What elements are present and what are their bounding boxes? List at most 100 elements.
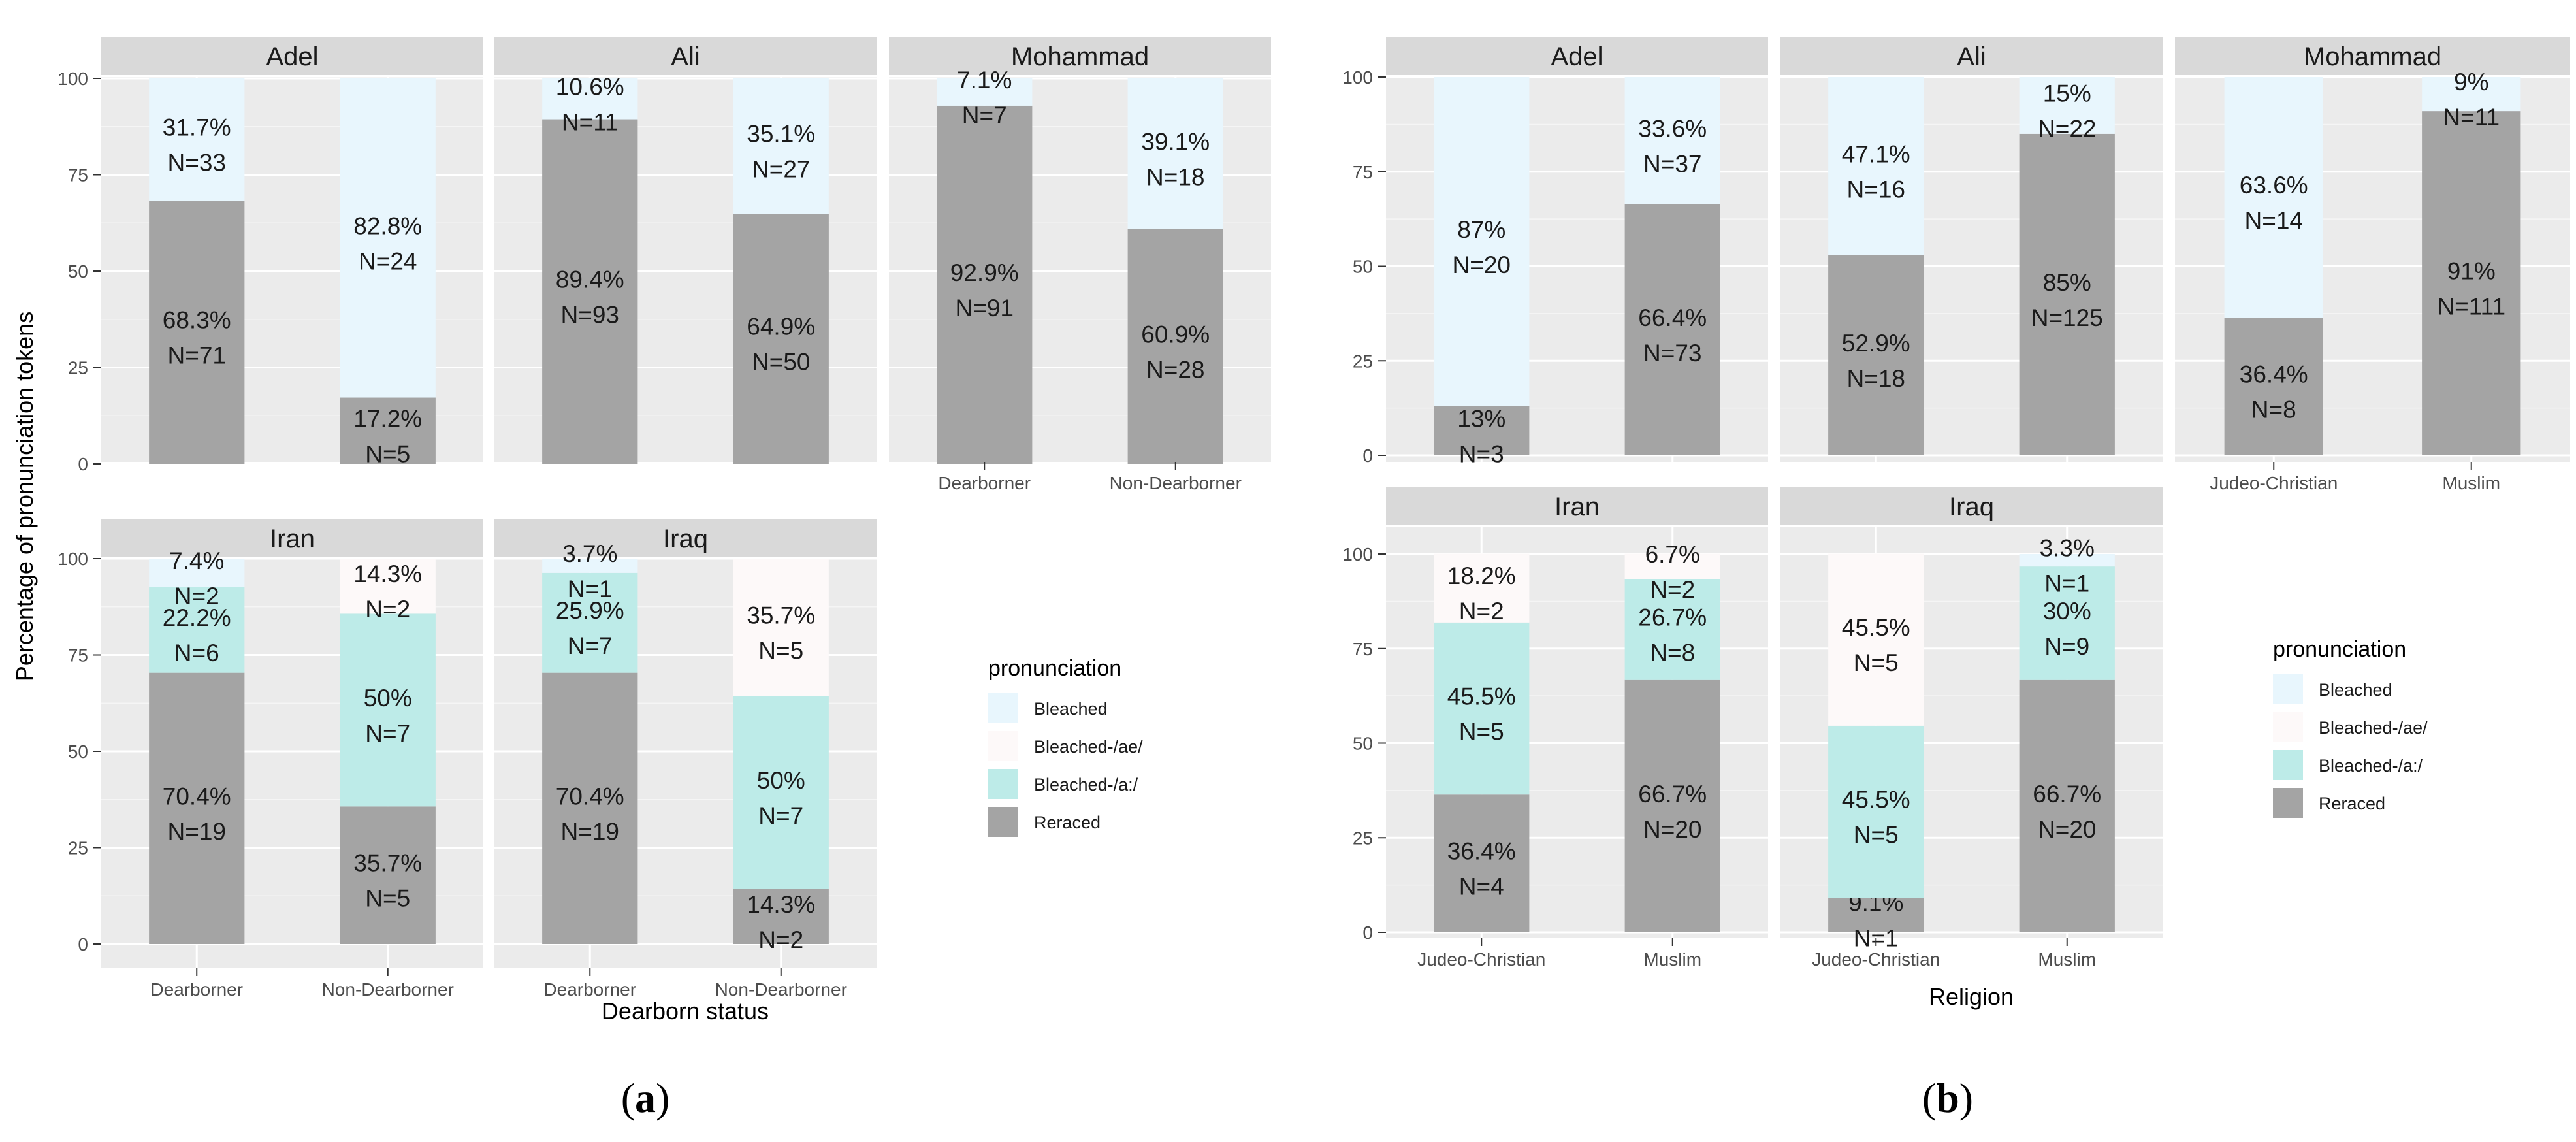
x-tick-label: Dearborner [938, 473, 1031, 493]
bar-label-n: N=5 [758, 637, 803, 664]
bar-segment-adel-muslim-bleached [1624, 77, 1720, 204]
bar-label-n: N=7 [758, 802, 803, 829]
bar-label-pct: 7.1% [957, 67, 1012, 93]
panel-title-ali: Ali [671, 42, 700, 71]
bar-label-pct: 47.1% [1842, 140, 1910, 167]
bar-label-pct: 6.7% [1645, 541, 1700, 568]
bar-label-n: N=5 [1854, 822, 1899, 849]
bar-segment-iran-judeo-christian-reraced [1434, 794, 1530, 932]
bar-segment-iraq-dearborner-bleached-a [542, 572, 638, 673]
bar-label-pct: 85% [2043, 269, 2091, 296]
panel-strip-iran [1386, 487, 1768, 525]
bar-segment-iran-dearborner-bleached [149, 559, 245, 587]
bar-label-n: N=11 [2443, 104, 2500, 131]
panel-strip-ali [494, 37, 877, 75]
bar-label-pct: 31.7% [163, 114, 231, 141]
y-tick-label: 25 [68, 358, 88, 378]
y-tick-label: 50 [68, 261, 88, 282]
bar-segment-mohammad-dearborner-bleached [937, 78, 1033, 106]
y-tick-label: 100 [1342, 67, 1373, 88]
legend-key-bleached [988, 693, 1018, 723]
bar-label-n: N=19 [168, 818, 226, 845]
bar-label-n: N=37 [1643, 150, 1701, 177]
bar-label-pct: 70.4% [556, 783, 624, 809]
y-tick-label: 100 [57, 69, 88, 89]
panel-strip-ali [1780, 37, 2163, 75]
bar-segment-iraq-dearborner-reraced [542, 672, 638, 944]
bar-label-pct: 9% [2454, 69, 2488, 95]
y-tick-label: 75 [1353, 639, 1373, 659]
bar-label-pct: 26.7% [1638, 604, 1707, 631]
bar-label-pct: 36.4% [2240, 361, 2308, 388]
y-tick-label: 0 [78, 934, 88, 954]
bar-label-pct: 3.7% [562, 540, 617, 567]
bar-label-n: N=2 [758, 926, 803, 953]
legend-key-bleached-a [988, 769, 1018, 799]
bar-segment-ali-dearborner-bleached [542, 78, 638, 120]
panel-iraq: Iraq 70.4% N=19 25.9% N=7 3.7% N=1 14.3% N=2 50% N… [494, 519, 877, 1000]
bar-label-n: N=50 [752, 349, 810, 376]
bar-label-n: N=71 [168, 342, 226, 369]
bar-label-pct: 89.4% [556, 266, 624, 293]
panel-strip-adel [101, 37, 483, 75]
bar-label-pct: 45.5% [1842, 614, 1910, 641]
bar-label-pct: 66.7% [2033, 781, 2101, 808]
bar-segment-ali-judeo-christian-bleached [1828, 77, 1924, 255]
bar-label-n: N=24 [359, 248, 417, 274]
x-tick-label: Muslim [1643, 949, 1701, 970]
bar-label-n: N=8 [1650, 640, 1695, 666]
bar-segment-iran-muslim-reraced [1624, 679, 1720, 932]
bar-label-n: N=19 [561, 818, 619, 845]
y-tick-label: 25 [68, 838, 88, 858]
bar-segment-iraq-judeo-christian-bleached-ae [1828, 553, 1924, 726]
bar-label-pct: 50% [364, 685, 412, 711]
bar-label-pct: 15% [2043, 80, 2091, 106]
legend-label-reraced: Reraced [1034, 813, 1101, 832]
bar-segment-ali-muslim-bleached [2019, 77, 2115, 134]
y-tick-label: 50 [68, 742, 88, 762]
panel-iran: Iran 0 25 50 75 100 36.4% N=4 45.5% N=5 18.2% N=2 66… [1342, 487, 1768, 970]
legend-label-bleached-ae: Bleached-/ae/ [2319, 718, 2428, 738]
bar-segment-iraq-muslim-reraced [2019, 679, 2115, 932]
y-tick-label: 50 [1353, 257, 1373, 277]
y-tick-label: 0 [1362, 922, 1373, 943]
x-tick-label: Judeo-Christian [1417, 949, 1545, 970]
bar-segment-iran-judeo-christian-bleached-a [1434, 622, 1530, 795]
y-tick-label: 0 [1362, 446, 1373, 466]
panel-mohammad: Mohammad 92.9% N=91 7.1% N=7 60.9% N=28 39.1% N=… [889, 37, 1271, 493]
bar-label-n: N=5 [365, 440, 410, 467]
x-tick-label: Dearborner [543, 979, 636, 1000]
bar-segment-iraq-non-dearborner-bleached-a [733, 696, 829, 889]
bar-label-n: N=16 [1847, 176, 1905, 203]
x-axis-title: Dearborn status [602, 998, 769, 1024]
bar-label-n: N=33 [168, 150, 226, 176]
y-tick-label: 75 [68, 165, 88, 186]
bar-label-pct: 82.8% [353, 212, 422, 239]
bar-label-pct: 66.7% [1638, 781, 1707, 808]
bar-label-n: N=91 [956, 295, 1014, 321]
bar-label-pct: 45.5% [1447, 683, 1516, 710]
bar-label-pct: 14.3% [353, 561, 422, 587]
bar-label-n: N=3 [1459, 440, 1504, 467]
bar-segment-iraq-judeo-christian-reraced [1828, 898, 1924, 932]
bar-segment-iran-dearborner-bleached-a [149, 587, 245, 673]
bar-segment-iraq-muslim-bleached-a [2019, 566, 2115, 680]
panel-title-iran: Iran [1554, 493, 1600, 521]
bar-segment-mohammad-judeo-christian-reraced [2224, 318, 2323, 455]
bar-label-n: N=28 [1146, 356, 1204, 383]
bar-label-n: N=5 [1459, 719, 1504, 745]
bar-label-n: N=11 [562, 108, 619, 135]
x-tick-label: Non-Dearborner [322, 979, 454, 1000]
bar-segment-mohammad-muslim-bleached [2422, 77, 2521, 112]
bar-label-pct: 36.4% [1447, 838, 1516, 865]
bar-label-pct: 91% [2447, 258, 2496, 285]
y-tick-label: 100 [1342, 544, 1373, 564]
legend-title: pronunciation [2273, 637, 2406, 662]
x-tick-label: Non-Dearborner [1110, 473, 1242, 493]
y-tick-label: 25 [1353, 351, 1373, 371]
bar-label-pct: 35.7% [353, 850, 422, 877]
panel-strip-mohammad [889, 37, 1271, 75]
bar-segment-iraq-non-dearborner-bleached-ae [733, 559, 829, 696]
bar-segment-mohammad-non-dearborner-bleached [1127, 78, 1223, 229]
